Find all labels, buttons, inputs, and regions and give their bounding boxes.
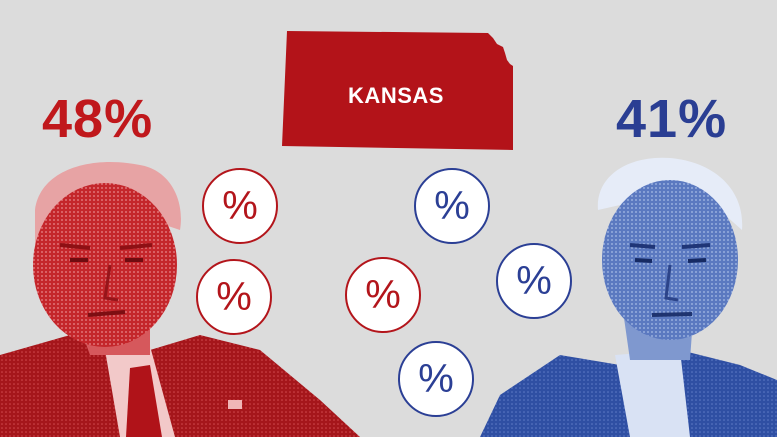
- percent-bubble-red: %: [202, 168, 278, 244]
- percent-bubble-red: %: [196, 259, 272, 335]
- percent-bubble-blue: %: [496, 243, 572, 319]
- left-candidate-percent: 48%: [42, 89, 154, 149]
- right-candidate-percent: 41%: [616, 89, 728, 149]
- percent-bubble-blue: %: [398, 341, 474, 417]
- state-name-label: KANSAS: [348, 83, 444, 108]
- percent-bubble-blue: %: [414, 168, 490, 244]
- right-candidate-portrait: [480, 157, 777, 437]
- left-candidate-portrait: [0, 162, 360, 437]
- percent-bubble-red: %: [345, 257, 421, 333]
